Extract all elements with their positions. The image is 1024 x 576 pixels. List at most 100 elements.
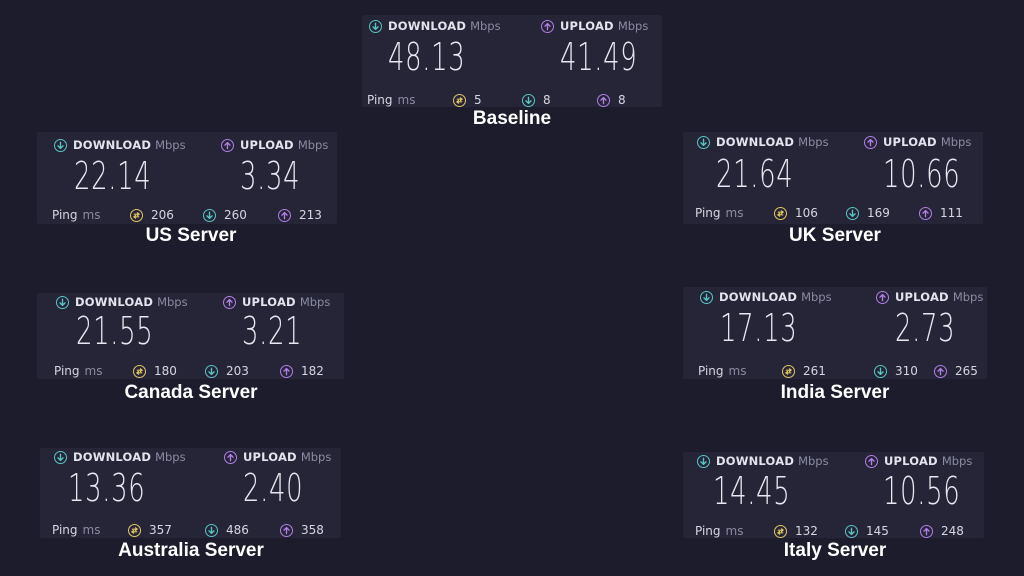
ping-download-value: 310: [895, 364, 918, 378]
upload-header: UPLOAD Mbps: [541, 19, 648, 33]
download-speed-value: 22.14: [74, 154, 152, 198]
jitter-icon: [130, 208, 143, 222]
download-header: DOWNLOAD Mbps: [700, 290, 832, 304]
ping-upload-stat: 111: [919, 206, 963, 220]
jitter-stat: 132: [774, 524, 818, 538]
upload-label: UPLOAD: [895, 290, 949, 304]
arrow-down-circle-icon: [522, 93, 535, 107]
ping-label: Ping ms: [52, 208, 100, 222]
upload-speed-value: 41.49: [560, 35, 638, 79]
server-caption: Italy Server: [783, 540, 887, 561]
download-unit: Mbps: [798, 454, 829, 468]
ping-upload-stat: 358: [280, 523, 324, 537]
download-header: DOWNLOAD Mbps: [369, 19, 501, 33]
download-label: DOWNLOAD: [719, 290, 798, 304]
arrow-down-circle-icon: [697, 135, 710, 149]
upload-speed-value: 10.66: [883, 152, 961, 196]
ping-unit: ms: [84, 364, 103, 378]
download-speed-value: 21.55: [76, 309, 154, 353]
jitter-value: 106: [795, 206, 818, 220]
arrow-down-circle-icon: [369, 19, 382, 33]
ping-upload-stat: 213: [278, 208, 322, 222]
server-caption: US Server: [145, 225, 237, 246]
speedtest-card: DOWNLOAD Mbps UPLOAD Mbps 17.13 2.73 Ping ms 261…: [683, 287, 987, 379]
jitter-icon: [774, 524, 787, 538]
upload-label: UPLOAD: [240, 138, 294, 152]
result-panel-india-server: DOWNLOAD Mbps UPLOAD Mbps 17.13 2.73 Ping ms 261…: [683, 287, 987, 408]
download-header: DOWNLOAD Mbps: [56, 295, 188, 309]
download-label: DOWNLOAD: [75, 295, 154, 309]
jitter-stat: 206: [130, 208, 174, 222]
jitter-icon: [133, 364, 146, 378]
upload-label: UPLOAD: [883, 135, 937, 149]
result-panel-us-server: DOWNLOAD Mbps UPLOAD Mbps 22.14 3.34 Ping ms 206…: [37, 132, 337, 251]
result-panel-uk-server: DOWNLOAD Mbps UPLOAD Mbps 21.64 10.66 Ping ms 10…: [683, 132, 983, 251]
download-unit: Mbps: [155, 138, 186, 152]
arrow-up-circle-icon: [278, 208, 291, 222]
ping-unit: ms: [725, 524, 744, 538]
server-caption: Australia Server: [118, 540, 264, 561]
arrow-up-circle-icon: [934, 364, 947, 378]
ping-download-value: 8: [543, 93, 551, 107]
arrow-down-circle-icon: [54, 450, 67, 464]
download-speed-value: 13.36: [68, 466, 146, 510]
ping-text: Ping: [695, 206, 721, 220]
jitter-icon: [453, 93, 466, 107]
ping-download-stat: 486: [205, 523, 249, 537]
download-label: DOWNLOAD: [716, 454, 795, 468]
upload-speed-value: 3.21: [242, 309, 303, 353]
ping-text: Ping: [367, 93, 393, 107]
ping-upload-value: 8: [618, 93, 626, 107]
jitter-value: 261: [803, 364, 826, 378]
arrow-down-circle-icon: [846, 206, 859, 220]
download-speed-value: 48.13: [388, 35, 466, 79]
upload-header: UPLOAD Mbps: [876, 290, 983, 304]
ping-unit: ms: [82, 523, 101, 537]
download-unit: Mbps: [155, 450, 186, 464]
arrow-up-circle-icon: [864, 135, 877, 149]
ping-upload-stat: 8: [597, 93, 626, 107]
upload-header: UPLOAD Mbps: [224, 450, 331, 464]
arrow-up-circle-icon: [224, 450, 237, 464]
upload-label: UPLOAD: [884, 454, 938, 468]
ping-download-value: 169: [867, 206, 890, 220]
speedtest-card: DOWNLOAD Mbps UPLOAD Mbps 14.45 10.56 Ping ms 13…: [683, 452, 984, 538]
upload-unit: Mbps: [941, 454, 973, 468]
ping-upload-value: 111: [940, 206, 963, 220]
ping-label: Ping ms: [695, 524, 743, 538]
speedtest-card: DOWNLOAD Mbps UPLOAD Mbps 21.55 3.21 Ping ms 180…: [37, 293, 344, 379]
jitter-icon: [782, 364, 795, 378]
ping-unit: ms: [725, 206, 744, 220]
ping-download-stat: 145: [845, 524, 889, 538]
arrow-up-circle-icon: [597, 93, 610, 107]
arrow-up-circle-icon: [919, 206, 932, 220]
ping-download-value: 486: [226, 523, 249, 537]
jitter-value: 5: [474, 93, 482, 107]
ping-text: Ping: [698, 364, 724, 378]
jitter-icon: [774, 206, 787, 220]
ping-download-value: 145: [866, 524, 889, 538]
download-unit: Mbps: [157, 295, 188, 309]
jitter-stat: 180: [133, 364, 177, 378]
jitter-icon: [128, 523, 141, 537]
speedtest-card: DOWNLOAD Mbps UPLOAD Mbps 48.13 41.49 Ping ms 5 8…: [362, 15, 662, 107]
jitter-value: 357: [149, 523, 172, 537]
ping-unit: ms: [397, 93, 416, 107]
download-unit: Mbps: [470, 19, 501, 33]
download-label: DOWNLOAD: [73, 138, 152, 152]
download-header: DOWNLOAD Mbps: [697, 454, 829, 468]
arrow-down-circle-icon: [205, 364, 218, 378]
arrow-up-circle-icon: [541, 19, 554, 33]
ping-download-value: 260: [224, 208, 247, 222]
ping-label: Ping ms: [698, 364, 746, 378]
arrow-up-circle-icon: [280, 364, 293, 378]
ping-text: Ping: [52, 208, 78, 222]
ping-text: Ping: [695, 524, 721, 538]
ping-upload-stat: 265: [934, 364, 978, 378]
speedtest-card: DOWNLOAD Mbps UPLOAD Mbps 22.14 3.34 Ping ms 206…: [37, 132, 337, 224]
ping-text: Ping: [52, 523, 78, 537]
ping-upload-value: 213: [299, 208, 322, 222]
ping-upload-stat: 248: [920, 524, 964, 538]
download-speed-value: 17.13: [720, 306, 798, 350]
jitter-value: 132: [795, 524, 818, 538]
